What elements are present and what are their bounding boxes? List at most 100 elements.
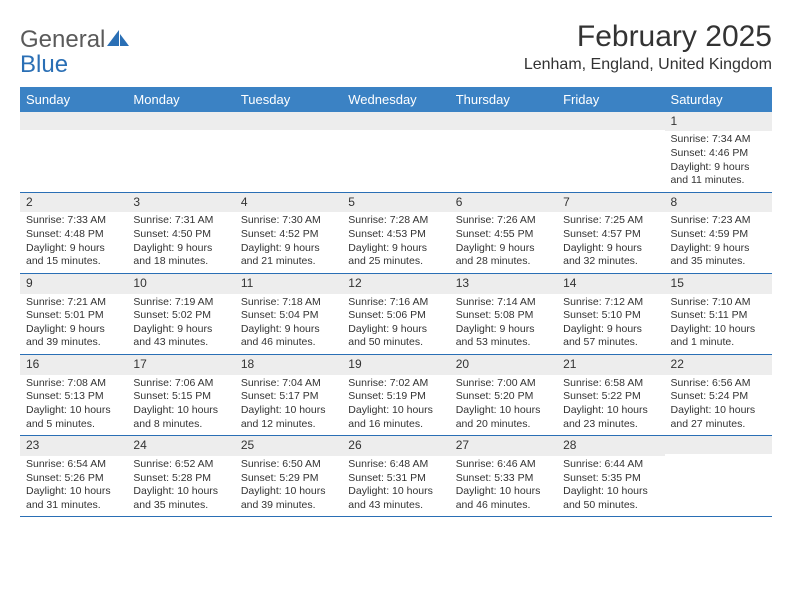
day-number (450, 112, 557, 130)
day-info: Sunrise: 7:30 AMSunset: 4:52 PMDaylight:… (239, 214, 338, 269)
sunrise-text: Sunrise: 7:21 AM (26, 296, 121, 310)
daylight-text: Daylight: 9 hours and 57 minutes. (563, 323, 658, 350)
sunset-text: Sunset: 5:31 PM (348, 472, 443, 486)
day-cell: 1Sunrise: 7:34 AMSunset: 4:46 PMDaylight… (665, 112, 772, 192)
day-number: 9 (20, 274, 127, 294)
sunrise-text: Sunrise: 7:00 AM (456, 377, 551, 391)
day-info: Sunrise: 7:14 AMSunset: 5:08 PMDaylight:… (454, 296, 553, 351)
daylight-text: Daylight: 9 hours and 15 minutes. (26, 242, 121, 269)
day-cell: 9Sunrise: 7:21 AMSunset: 5:01 PMDaylight… (20, 274, 127, 354)
day-number: 19 (342, 355, 449, 375)
day-cell: 8Sunrise: 7:23 AMSunset: 4:59 PMDaylight… (665, 193, 772, 273)
sunrise-text: Sunrise: 6:52 AM (133, 458, 228, 472)
sunset-text: Sunset: 4:50 PM (133, 228, 228, 242)
day-header-thu: Thursday (450, 87, 557, 112)
sunrise-text: Sunrise: 7:12 AM (563, 296, 658, 310)
sunset-text: Sunset: 5:04 PM (241, 309, 336, 323)
sunrise-text: Sunrise: 6:50 AM (241, 458, 336, 472)
sunset-text: Sunset: 5:22 PM (563, 390, 658, 404)
location-text: Lenham, England, United Kingdom (524, 56, 772, 74)
sunset-text: Sunset: 5:11 PM (671, 309, 766, 323)
day-info: Sunrise: 7:16 AMSunset: 5:06 PMDaylight:… (346, 296, 445, 351)
daylight-text: Daylight: 10 hours and 43 minutes. (348, 485, 443, 512)
day-info: Sunrise: 6:56 AMSunset: 5:24 PMDaylight:… (669, 377, 768, 432)
daylight-text: Daylight: 9 hours and 18 minutes. (133, 242, 228, 269)
day-cell: 25Sunrise: 6:50 AMSunset: 5:29 PMDayligh… (235, 436, 342, 516)
daylight-text: Daylight: 9 hours and 53 minutes. (456, 323, 551, 350)
daylight-text: Daylight: 9 hours and 28 minutes. (456, 242, 551, 269)
day-number: 24 (127, 436, 234, 456)
day-number (557, 112, 664, 130)
sunset-text: Sunset: 5:08 PM (456, 309, 551, 323)
day-info: Sunrise: 7:12 AMSunset: 5:10 PMDaylight:… (561, 296, 660, 351)
day-cell: 22Sunrise: 6:56 AMSunset: 5:24 PMDayligh… (665, 355, 772, 435)
sunset-text: Sunset: 5:02 PM (133, 309, 228, 323)
sunrise-text: Sunrise: 6:54 AM (26, 458, 121, 472)
day-cell: 14Sunrise: 7:12 AMSunset: 5:10 PMDayligh… (557, 274, 664, 354)
daylight-text: Daylight: 9 hours and 11 minutes. (671, 161, 766, 188)
day-number: 20 (450, 355, 557, 375)
sunset-text: Sunset: 5:33 PM (456, 472, 551, 486)
day-cell (127, 112, 234, 192)
day-info: Sunrise: 7:04 AMSunset: 5:17 PMDaylight:… (239, 377, 338, 432)
day-number: 13 (450, 274, 557, 294)
day-info: Sunrise: 7:21 AMSunset: 5:01 PMDaylight:… (24, 296, 123, 351)
day-info: Sunrise: 6:48 AMSunset: 5:31 PMDaylight:… (346, 458, 445, 513)
daylight-text: Daylight: 9 hours and 46 minutes. (241, 323, 336, 350)
daylight-text: Daylight: 9 hours and 25 minutes. (348, 242, 443, 269)
day-cell: 19Sunrise: 7:02 AMSunset: 5:19 PMDayligh… (342, 355, 449, 435)
sunset-text: Sunset: 5:26 PM (26, 472, 121, 486)
day-header-sat: Saturday (665, 87, 772, 112)
daylight-text: Daylight: 10 hours and 16 minutes. (348, 404, 443, 431)
day-number (665, 436, 772, 454)
day-cell: 3Sunrise: 7:31 AMSunset: 4:50 PMDaylight… (127, 193, 234, 273)
brand-text-2: Blue (20, 53, 68, 77)
brand-text: General Blue (20, 28, 129, 77)
daylight-text: Daylight: 10 hours and 1 minute. (671, 323, 766, 350)
day-cell (665, 436, 772, 516)
day-number: 5 (342, 193, 449, 213)
day-number: 10 (127, 274, 234, 294)
sunrise-text: Sunrise: 7:19 AM (133, 296, 228, 310)
sunrise-text: Sunrise: 7:14 AM (456, 296, 551, 310)
daylight-text: Daylight: 10 hours and 50 minutes. (563, 485, 658, 512)
daylight-text: Daylight: 10 hours and 5 minutes. (26, 404, 121, 431)
day-info: Sunrise: 7:28 AMSunset: 4:53 PMDaylight:… (346, 214, 445, 269)
daylight-text: Daylight: 10 hours and 8 minutes. (133, 404, 228, 431)
sunrise-text: Sunrise: 7:25 AM (563, 214, 658, 228)
sunrise-text: Sunrise: 7:30 AM (241, 214, 336, 228)
sunset-text: Sunset: 5:06 PM (348, 309, 443, 323)
day-cell: 24Sunrise: 6:52 AMSunset: 5:28 PMDayligh… (127, 436, 234, 516)
day-info: Sunrise: 7:18 AMSunset: 5:04 PMDaylight:… (239, 296, 338, 351)
sunset-text: Sunset: 4:59 PM (671, 228, 766, 242)
sunrise-text: Sunrise: 6:56 AM (671, 377, 766, 391)
day-cell: 13Sunrise: 7:14 AMSunset: 5:08 PMDayligh… (450, 274, 557, 354)
month-title: February 2025 (524, 20, 772, 54)
day-cell (20, 112, 127, 192)
day-info: Sunrise: 7:34 AMSunset: 4:46 PMDaylight:… (669, 133, 768, 188)
daylight-text: Daylight: 9 hours and 32 minutes. (563, 242, 658, 269)
daylight-text: Daylight: 10 hours and 27 minutes. (671, 404, 766, 431)
day-number (342, 112, 449, 130)
day-cell (342, 112, 449, 192)
sunrise-text: Sunrise: 7:28 AM (348, 214, 443, 228)
day-cell: 6Sunrise: 7:26 AMSunset: 4:55 PMDaylight… (450, 193, 557, 273)
day-number: 7 (557, 193, 664, 213)
day-number: 3 (127, 193, 234, 213)
daylight-text: Daylight: 9 hours and 35 minutes. (671, 242, 766, 269)
day-info: Sunrise: 7:08 AMSunset: 5:13 PMDaylight:… (24, 377, 123, 432)
day-number: 8 (665, 193, 772, 213)
day-number: 25 (235, 436, 342, 456)
day-info: Sunrise: 7:02 AMSunset: 5:19 PMDaylight:… (346, 377, 445, 432)
brand-logo: General Blue (20, 20, 129, 77)
sunrise-text: Sunrise: 7:31 AM (133, 214, 228, 228)
day-number: 21 (557, 355, 664, 375)
sunrise-text: Sunrise: 7:08 AM (26, 377, 121, 391)
brand-text-1: General (20, 26, 105, 53)
sunrise-text: Sunrise: 6:44 AM (563, 458, 658, 472)
title-block: February 2025 Lenham, England, United Ki… (524, 20, 772, 74)
day-info: Sunrise: 7:31 AMSunset: 4:50 PMDaylight:… (131, 214, 230, 269)
day-cell (235, 112, 342, 192)
day-number: 28 (557, 436, 664, 456)
sunrise-text: Sunrise: 7:10 AM (671, 296, 766, 310)
